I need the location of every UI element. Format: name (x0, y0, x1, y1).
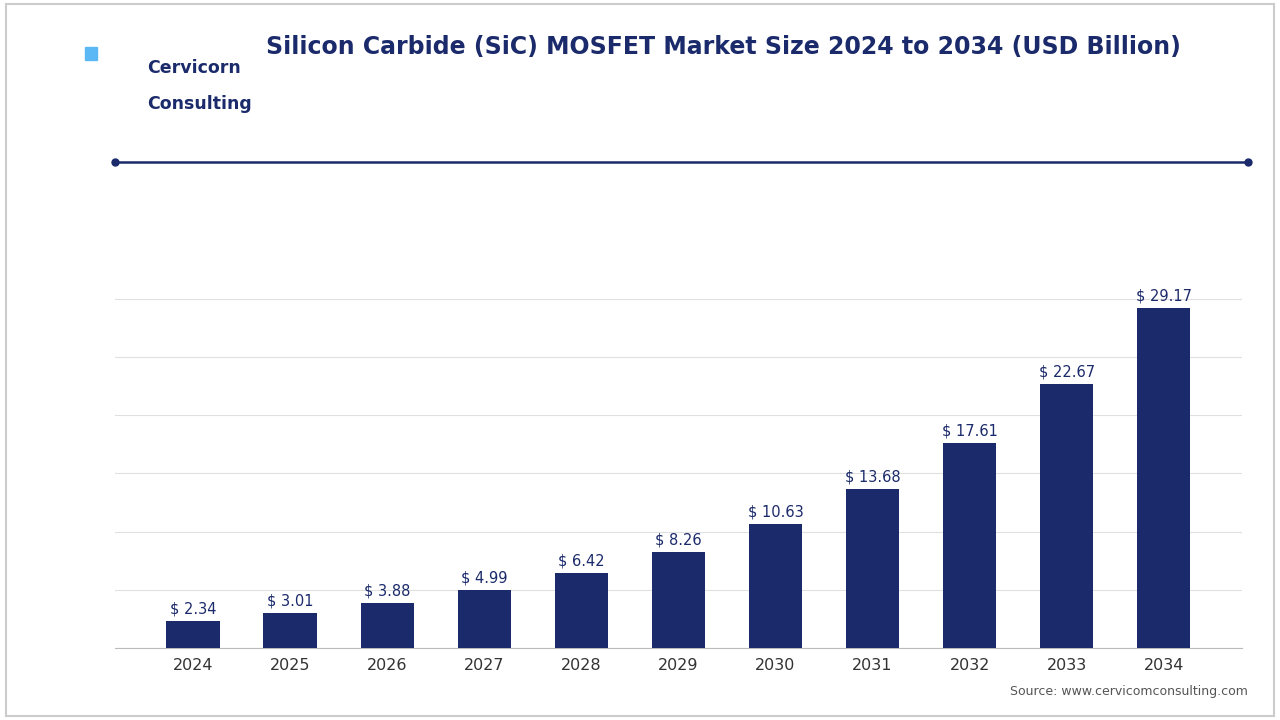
Bar (749, 524, 803, 648)
Text: $ 22.67: $ 22.67 (1038, 364, 1094, 379)
Wedge shape (23, 37, 87, 112)
Bar (846, 489, 900, 648)
Bar (554, 573, 608, 648)
Text: $ 10.63: $ 10.63 (748, 505, 804, 520)
Bar (457, 590, 511, 648)
Bar (1039, 384, 1093, 648)
Bar (361, 603, 413, 648)
Bar (84, 47, 97, 60)
Text: $ 13.68: $ 13.68 (845, 469, 900, 484)
Bar (1137, 308, 1190, 648)
Text: $ 3.88: $ 3.88 (364, 583, 411, 598)
Text: Consulting: Consulting (147, 95, 252, 113)
Text: Cervicorn: Cervicorn (147, 59, 241, 77)
Text: Source: www.cervicomconsulting.com: Source: www.cervicomconsulting.com (1010, 685, 1248, 698)
Bar (264, 613, 317, 648)
Text: $ 4.99: $ 4.99 (461, 570, 508, 585)
Text: $ 8.26: $ 8.26 (655, 532, 701, 547)
Text: $ 29.17: $ 29.17 (1135, 289, 1192, 304)
Bar (99, 65, 108, 73)
Text: $ 6.42: $ 6.42 (558, 554, 604, 569)
Text: $ 2.34: $ 2.34 (170, 601, 216, 616)
Bar (943, 443, 996, 648)
Bar (166, 621, 220, 648)
Text: $ 3.01: $ 3.01 (268, 593, 314, 608)
Bar (652, 552, 705, 648)
Text: Silicon Carbide (SiC) MOSFET Market Size 2024 to 2034 (USD Billion): Silicon Carbide (SiC) MOSFET Market Size… (266, 35, 1180, 59)
Text: $ 17.61: $ 17.61 (942, 423, 997, 438)
